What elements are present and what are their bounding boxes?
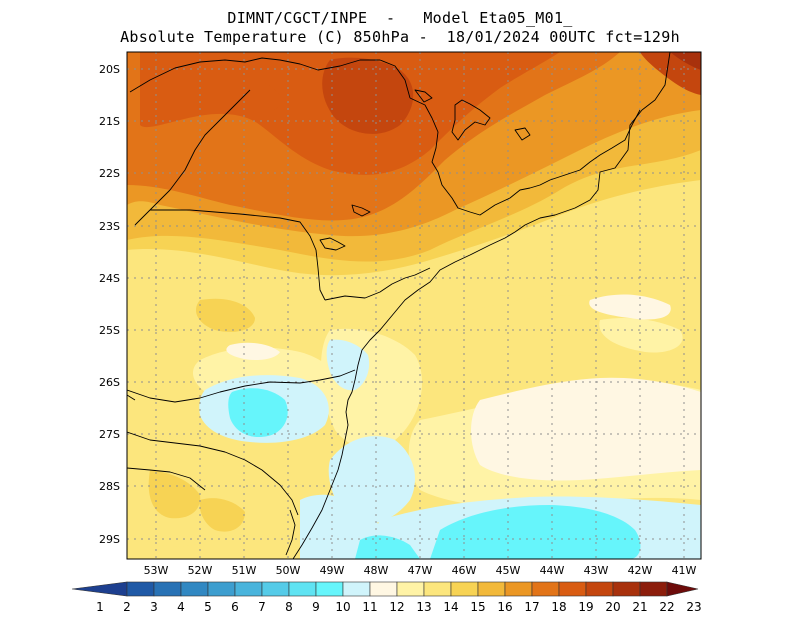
lon-label: 42W (628, 564, 653, 577)
colorbar-segment (126, 581, 155, 597)
colorbar-label: 10 (335, 600, 350, 614)
colorbar-segment (261, 581, 290, 597)
colorbar-segment (207, 581, 236, 597)
colorbar-label: 4 (177, 600, 185, 614)
lat-label: 26S (99, 376, 120, 389)
lon-label: 48W (364, 564, 389, 577)
colorbar-label: 14 (443, 600, 458, 614)
lon-label: 41W (672, 564, 697, 577)
colorbar-label: 16 (497, 600, 512, 614)
colorbar-segment (450, 581, 479, 597)
colorbar-label: 5 (204, 600, 212, 614)
lat-label: 20S (99, 63, 120, 76)
lat-label: 23S (99, 220, 120, 233)
graticule (127, 52, 701, 559)
colorbar-label: 7 (258, 600, 266, 614)
colorbar-labels: 1 2 3 4 5 6 7 8 9 10 11 12 13 14 15 16 1… (96, 600, 701, 614)
colorbar-arrow-high (666, 581, 699, 597)
colorbar-segment (342, 581, 371, 597)
colorbar-label: 13 (416, 600, 431, 614)
colorbar-label: 11 (362, 600, 377, 614)
colorbar-label: 23 (686, 600, 701, 614)
colorbar-segment (612, 581, 641, 597)
map-frame (126, 51, 702, 560)
colorbar-segment (558, 581, 587, 597)
colorbar-label: 8 (285, 600, 293, 614)
latitude-axis: 20S 21S 22S 23S 24S 25S 26S 27S 28S 29S (99, 63, 120, 546)
lon-label: 45W (496, 564, 521, 577)
lat-label: 27S (99, 428, 120, 441)
colorbar-label: 19 (578, 600, 593, 614)
map-title-line-2: Absolute Temperature (C) 850hPa - 18/01/… (120, 28, 680, 46)
lon-label: 50W (276, 564, 301, 577)
colorbar-segment (639, 581, 668, 597)
coastline-and-borders (127, 52, 671, 559)
colorbar-label: 12 (389, 600, 404, 614)
temperature-field (127, 52, 701, 559)
colorbar-segment (585, 581, 614, 597)
lat-label: 22S (99, 167, 120, 180)
colorbar-segment (180, 581, 209, 597)
colorbar-label: 17 (524, 600, 539, 614)
colorbar (71, 581, 699, 597)
colorbar-label: 3 (150, 600, 158, 614)
lon-label: 51W (232, 564, 257, 577)
lon-label: 53W (144, 564, 169, 577)
colorbar-segment (396, 581, 425, 597)
lon-label: 46W (452, 564, 477, 577)
colorbar-segment (531, 581, 560, 597)
colorbar-segment (234, 581, 263, 597)
lon-label: 52W (188, 564, 213, 577)
colorbar-label: 2 (123, 600, 131, 614)
lon-label: 47W (408, 564, 433, 577)
colorbar-label: 15 (470, 600, 485, 614)
colorbar-arrow-low (71, 581, 128, 597)
lon-label: 44W (540, 564, 565, 577)
lat-label: 25S (99, 324, 120, 337)
colorbar-label: 21 (632, 600, 647, 614)
colorbar-segment (423, 581, 452, 597)
lat-label: 29S (99, 533, 120, 546)
colorbar-label: 22 (659, 600, 674, 614)
colorbar-segment (477, 581, 506, 597)
colorbar-segment (504, 581, 533, 597)
colorbar-label: 1 (96, 600, 104, 614)
colorbar-segment (153, 581, 182, 597)
colorbar-label: 9 (312, 600, 320, 614)
lat-label: 24S (99, 272, 120, 285)
map-title-line-1: DIMNT/CGCT/INPE - Model Eta05_M01_ (227, 9, 573, 27)
colorbar-label: 20 (605, 600, 620, 614)
lon-label: 43W (584, 564, 609, 577)
longitude-axis: 53W 52W 51W 50W 49W 48W 47W 46W 45W 44W … (144, 564, 697, 577)
colorbar-segment (315, 581, 344, 597)
colorbar-label: 6 (231, 600, 239, 614)
lat-label: 28S (99, 480, 120, 493)
colorbar-label: 18 (551, 600, 566, 614)
colorbar-segment (369, 581, 398, 597)
colorbar-segment (288, 581, 317, 597)
lon-label: 49W (320, 564, 345, 577)
lat-label: 21S (99, 115, 120, 128)
